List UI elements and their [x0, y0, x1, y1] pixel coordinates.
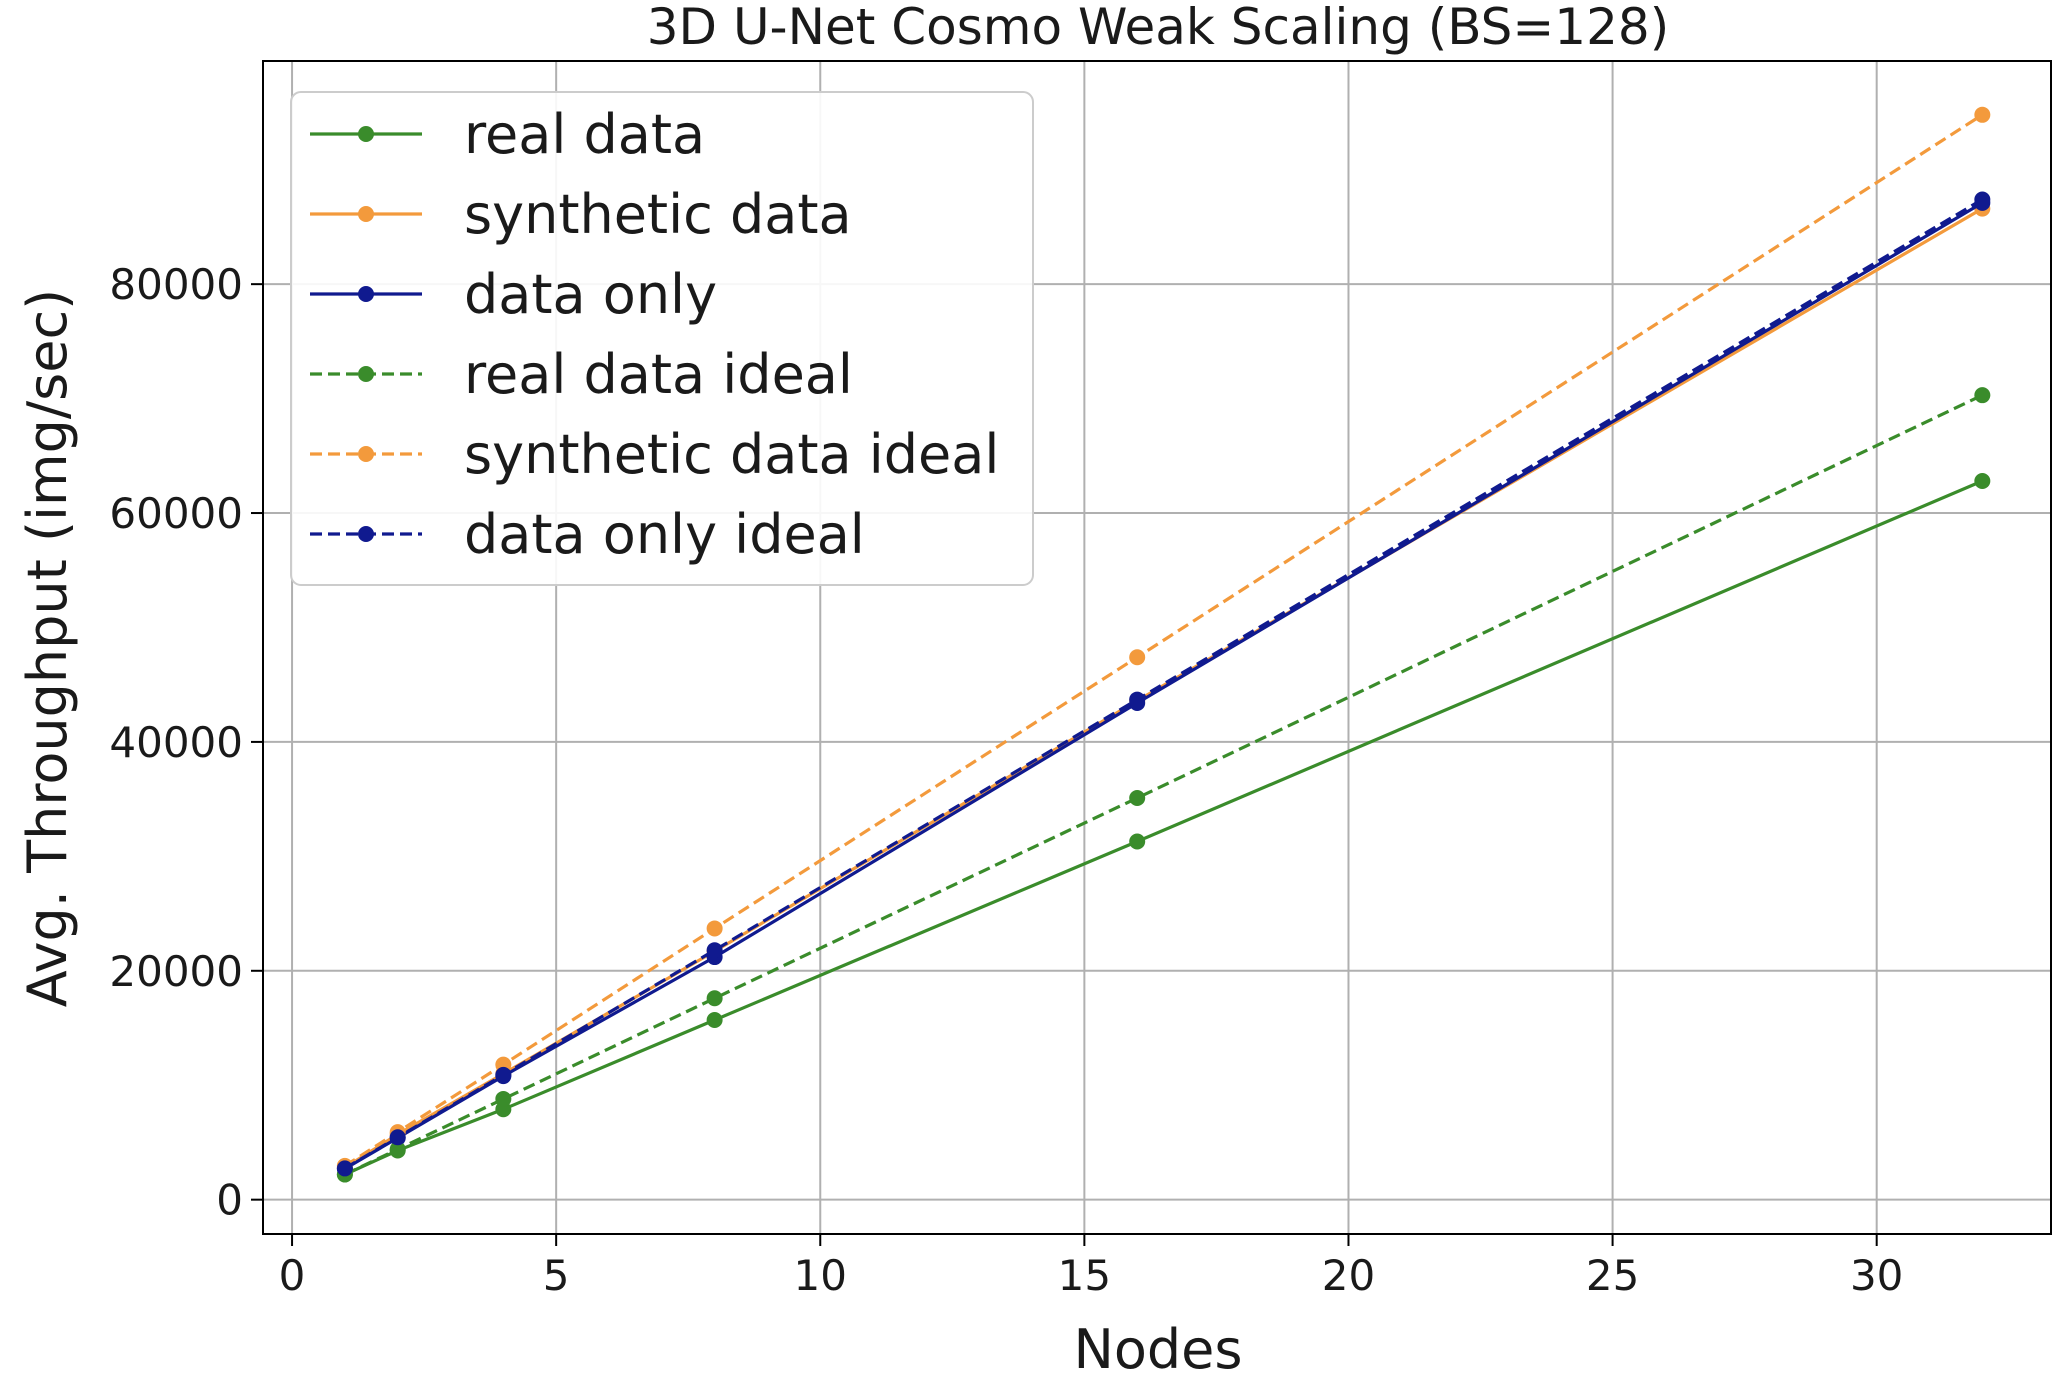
data-point [1129, 789, 1146, 806]
data-point [1974, 387, 1991, 404]
data-point [706, 942, 723, 959]
data-point [706, 920, 723, 937]
series-line [344, 479, 1983, 1176]
legend-marker [358, 446, 374, 462]
legend-marker [358, 126, 374, 142]
tick-layer: 0 5 10 15 20 25 30 0 20000 40000 60000 80000 [109, 260, 1903, 1300]
legend: real data synthetic data data only real dat… [290, 91, 1034, 586]
legend-marker [358, 366, 374, 382]
x-axis-label: Nodes [1073, 1318, 1242, 1380]
series-line [344, 393, 1983, 1176]
data-point [1129, 691, 1146, 708]
legend-marker [358, 206, 374, 222]
legend-marker [358, 286, 374, 302]
y-tick-label: 0 [216, 1176, 243, 1225]
legend-label: data only ideal [464, 503, 865, 566]
plot-frame [262, 60, 2052, 1235]
x-tick-label: 10 [794, 1251, 847, 1300]
legend-label: real data ideal [464, 343, 853, 406]
data-point [706, 990, 723, 1007]
data-point [1974, 191, 1991, 208]
y-tick-label: 80000 [109, 260, 243, 309]
legend-marker [358, 526, 374, 542]
data-point [1974, 472, 1991, 489]
series-line [344, 198, 1984, 1170]
x-tick-label: 30 [1850, 1251, 1903, 1300]
legend-entry: synthetic data ideal [310, 423, 999, 486]
legend-label: real data [464, 103, 705, 166]
data-point [706, 1011, 723, 1028]
data-point [336, 1160, 353, 1177]
legend-label: synthetic data [464, 183, 852, 246]
x-tick-label: 25 [1586, 1251, 1639, 1300]
data-point [1129, 649, 1146, 666]
data-point [389, 1141, 406, 1158]
legend-entry: data only [310, 263, 717, 326]
y-axis-label: Avg. Throughput (img/sec) [16, 289, 79, 1007]
series-line [344, 113, 1984, 1168]
x-tick-label: 0 [279, 1251, 306, 1300]
y-tick-label: 20000 [109, 947, 243, 996]
x-tick-label: 20 [1322, 1251, 1375, 1300]
legend-entry: real data [310, 103, 705, 166]
data-point [495, 1066, 512, 1083]
chart-title: 3D U-Net Cosmo Weak Scaling (BS=128) [647, 0, 1670, 56]
data-point [495, 1090, 512, 1107]
data-point [1974, 106, 1991, 123]
legend-label: data only [464, 263, 717, 326]
data-point [389, 1129, 406, 1146]
data-point [1129, 833, 1146, 850]
legend-box [290, 91, 1034, 586]
x-tick-label: 5 [543, 1251, 570, 1300]
y-tick-label: 40000 [109, 718, 243, 767]
series-data-only-ideal [336, 191, 1991, 1177]
x-tick-label: 15 [1058, 1251, 1111, 1300]
series-layer [336, 106, 1991, 1183]
legend-entry: data only ideal [310, 503, 865, 566]
legend-entry: synthetic data [310, 183, 852, 246]
y-tick-label: 60000 [109, 489, 243, 538]
legend-label: synthetic data ideal [464, 423, 999, 486]
series-line [344, 201, 1984, 1171]
legend-entry: real data ideal [310, 343, 853, 406]
